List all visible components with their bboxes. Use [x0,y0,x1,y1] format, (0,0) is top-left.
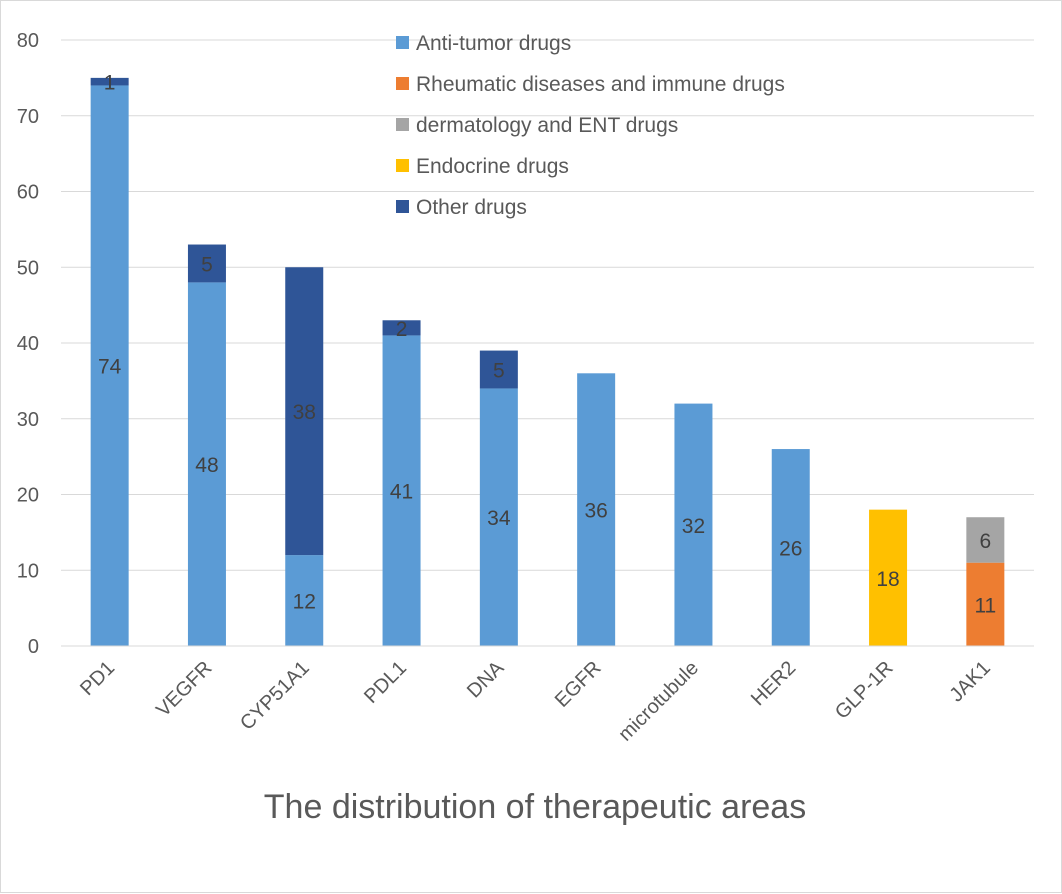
bar-segment [90,77,129,86]
y-tick-label: 70 [17,106,39,128]
x-tick-label: JAK1 [946,657,995,706]
bar-segment [869,509,908,646]
data-label: 36 [584,500,607,523]
data-label: 5 [201,253,213,276]
data-label: 1 [104,72,116,95]
data-label: 26 [779,538,802,561]
chart-title: The distribution of therapeutic areas [264,788,806,826]
bar-segment [285,267,324,556]
bar-segment [382,320,421,336]
y-tick-label: 80 [17,30,39,52]
bar-segment [674,403,713,646]
data-label: 48 [195,454,218,477]
x-tick-label: PDL1 [360,657,411,708]
legend: Anti-tumor drugs Rheumatic diseases and i… [396,32,785,219]
y-tick-label: 0 [28,636,39,658]
x-tick-label: DNA [463,657,509,703]
x-tick-label: PD1 [76,657,119,700]
data-label: 34 [487,507,511,530]
x-tick-label: GLP-1R [831,657,898,724]
y-tick-label: 20 [17,485,39,507]
bar-segment [90,85,129,646]
x-tick-label: EGFR [551,657,606,712]
bars [90,77,1005,646]
legend-label: Rheumatic diseases and immune drugs [416,73,785,96]
legend-swatch [396,159,409,172]
x-tick-label: microtubule [614,657,703,746]
data-label: 74 [98,356,122,379]
data-label: 12 [293,591,316,614]
data-label: 11 [974,594,996,617]
legend-swatch [396,118,409,131]
data-label: 32 [682,515,705,538]
data-label: 18 [876,568,899,591]
data-label: 2 [396,318,408,341]
bar-segment [577,373,616,646]
data-label: 5 [493,360,505,383]
x-tick-label: VEGFR [152,657,216,721]
y-tick-label: 30 [17,409,39,431]
legend-label: Anti-tumor drugs [416,32,571,55]
data-labels: 74 1 48 5 12 38 41 2 34 5 36 32 26 18 11 6 [98,72,996,618]
bar-segment [187,282,226,646]
legend-swatch [396,36,409,49]
x-tick-label: HER2 [747,657,800,710]
legend-label: Endocrine drugs [416,155,569,178]
bar-segment [382,335,421,646]
x-tick-label: CYP51A1 [236,657,314,735]
legend-swatch [396,77,409,90]
bar-segment [966,517,1005,563]
data-label: 41 [390,481,413,504]
y-tick-label: 50 [17,257,39,279]
y-tick-label: 10 [17,560,39,582]
y-tick-label: 40 [17,333,39,355]
bar-segment [479,388,518,646]
data-label: 38 [293,401,316,424]
bar-segment [479,350,518,389]
bar-segment [771,449,810,646]
bar-segment [285,555,324,646]
data-label: 6 [980,530,992,553]
legend-label: dermatology and ENT drugs [416,114,678,137]
bar-segment [966,562,1005,646]
x-axis: PD1 VEGFR CYP51A1 PDL1 DNA EGFR microtubule HER… [61,645,1034,746]
legend-label: Other drugs [416,196,527,219]
legend-swatch [396,200,409,213]
bar-segment [187,244,226,283]
y-tick-label: 60 [17,182,39,204]
y-axis: 0 10 20 30 40 50 60 70 80 [17,30,39,658]
